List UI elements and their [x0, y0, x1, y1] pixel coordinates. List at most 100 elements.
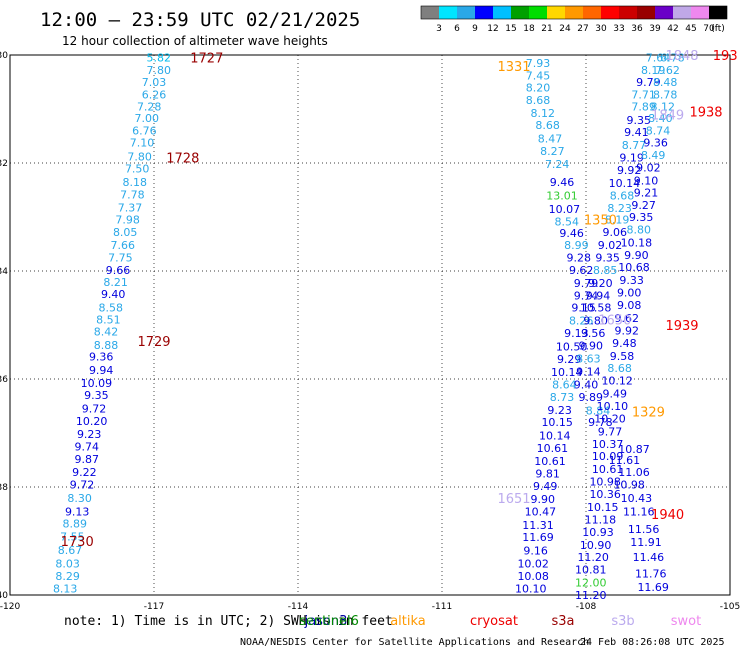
wave-height-point: 9.56	[581, 327, 606, 340]
wave-height-point: 9.49	[603, 388, 628, 401]
wave-height-point: 11.76	[635, 567, 667, 580]
colorbar-swatch	[457, 6, 475, 19]
wave-height-point: 8.68	[526, 94, 551, 107]
wave-height-point: 8.29	[55, 570, 80, 583]
wave-height-point: 10.47	[525, 505, 557, 518]
wave-height-point: 8.84	[586, 404, 611, 417]
colorbar-swatch	[529, 6, 547, 19]
wave-height-point: 9.79	[574, 277, 599, 290]
wave-height-point: 9.23	[77, 428, 102, 441]
colorbar-label: 21	[541, 24, 552, 34]
wave-height-point: 8.27	[540, 145, 565, 158]
wave-height-point: 11.56	[628, 523, 660, 536]
wave-height-point: 11.91	[630, 536, 662, 549]
wave-height-point: 11.61	[609, 454, 641, 467]
wave-height-point: 7.10	[130, 136, 155, 149]
wave-height-point: 10.07	[549, 203, 581, 216]
wave-height-point: 7.64	[646, 52, 671, 65]
wave-height-point: 11.16	[623, 505, 655, 518]
x-tick-label: -105	[720, 602, 740, 612]
colorbar-label: 3	[436, 24, 442, 34]
pass-time-label: 1848	[665, 49, 698, 64]
y-tick-label: -30	[0, 51, 8, 61]
colorbar-label: 24	[559, 24, 571, 34]
colorbar-label: (ft)	[711, 24, 725, 34]
wave-height-point: 7.71	[631, 88, 656, 101]
wave-height-point: 7.28	[137, 100, 162, 113]
pass-time-label: 1729	[137, 335, 170, 350]
wave-height-point: 11.46	[633, 551, 665, 564]
wave-height-point: 8.78	[653, 88, 678, 101]
wave-height-point: 8.03	[55, 558, 80, 571]
wave-height-point: 9.23	[547, 404, 572, 417]
wave-height-point: 9.92	[617, 164, 642, 177]
wave-height-point: 9.89	[579, 391, 604, 404]
wave-height-point: 9.94	[89, 364, 114, 377]
wave-height-point: 8.80	[627, 223, 652, 236]
wave-height-point: 9.35	[629, 211, 654, 224]
wave-height-point: 11.69	[637, 581, 669, 594]
wave-height-point: 8.49	[641, 149, 666, 162]
wave-height-point: 9.77	[598, 425, 623, 438]
pass-time-label: 1940	[651, 508, 684, 523]
wave-height-point: 10.87	[618, 443, 650, 456]
wave-height-point: 8.64	[552, 378, 577, 391]
x-tick-labels: -120 -117 -114 -111 -108 -105	[0, 602, 740, 612]
wave-height-point: 9.20	[588, 277, 613, 290]
colorbar-label: 30	[595, 24, 607, 34]
wave-height-point: 10.37	[592, 438, 624, 451]
wave-height-point: 10.43	[621, 492, 653, 505]
colorbar-swatch	[655, 6, 673, 19]
wave-height-point: 10.58	[580, 302, 612, 315]
wave-height-point: 12.00	[575, 577, 607, 590]
colorbar-swatch	[475, 6, 493, 19]
wave-height-points: 5.827.807.036.267.287.006.767.107.807.50…	[53, 52, 685, 602]
colorbar-label: 45	[685, 24, 696, 34]
pass-time-label: 1650	[598, 314, 631, 329]
legend-jason3: jason3	[304, 614, 348, 629]
pass-time-label: 1939	[665, 319, 698, 334]
wave-height-point: 10.20	[76, 415, 108, 428]
wave-height-point: 10.93	[582, 526, 614, 539]
colorbar-label: 18	[523, 24, 535, 34]
colorbar-swatch	[565, 6, 583, 19]
colorbar-swatch	[691, 6, 709, 19]
wave-height-point: 9.58	[610, 350, 635, 363]
wave-height-point: 7.80	[127, 151, 152, 164]
wave-height-point: 10.14	[539, 430, 571, 443]
pass-time-label: 193	[713, 49, 738, 64]
wave-height-point: 9.62	[569, 264, 594, 277]
wave-height-point: 9.62	[615, 312, 640, 325]
wave-height-point: 7.75	[108, 252, 133, 265]
wave-height-point: 10.68	[618, 261, 650, 274]
colorbar-legend: 3 6 9 12 15 18 21 24 27 30 33 36 39 42 45 70(ft)	[420, 5, 728, 34]
wave-height-point: 9.10	[634, 174, 659, 187]
y-tick-labels: -30 -32 -34 -36 -38 -40	[0, 51, 8, 601]
wave-height-point: 9.08	[617, 299, 642, 312]
wave-height-point: 10.02	[517, 558, 549, 571]
wave-height-point: 7.80	[147, 64, 172, 77]
wave-height-point: 9.72	[70, 478, 95, 491]
wave-height-point: 8.13	[53, 583, 78, 596]
colorbar-swatch	[493, 6, 511, 19]
wave-height-point: 9.19	[619, 152, 644, 165]
wave-height-point: 10.12	[601, 375, 633, 388]
legend-cryosat: cryosat	[470, 614, 518, 629]
wave-height-point: 9.16	[523, 545, 548, 558]
pass-time-label: 1728	[166, 152, 199, 167]
wave-height-point: 9.13	[65, 505, 90, 518]
wave-height-point: 9.40	[574, 378, 599, 391]
wave-height-point: 9.14	[576, 365, 601, 378]
wave-height-point: 9.79	[636, 76, 661, 89]
wave-height-point: 8.89	[63, 518, 88, 531]
wave-height-point: 9.90	[531, 493, 556, 506]
colorbar-swatch	[673, 6, 691, 19]
wave-height-point: 9.02	[598, 239, 623, 252]
wave-height-point: 9.35	[84, 389, 109, 402]
wave-height-point: 8.88	[94, 339, 119, 352]
wave-height-point: 7.55	[60, 531, 85, 544]
x-tick-label: -108	[576, 602, 597, 612]
wave-height-point: 8.68	[607, 362, 632, 375]
wave-height-point: 8.54	[555, 215, 580, 228]
wave-height-point: 10.20	[594, 412, 626, 425]
